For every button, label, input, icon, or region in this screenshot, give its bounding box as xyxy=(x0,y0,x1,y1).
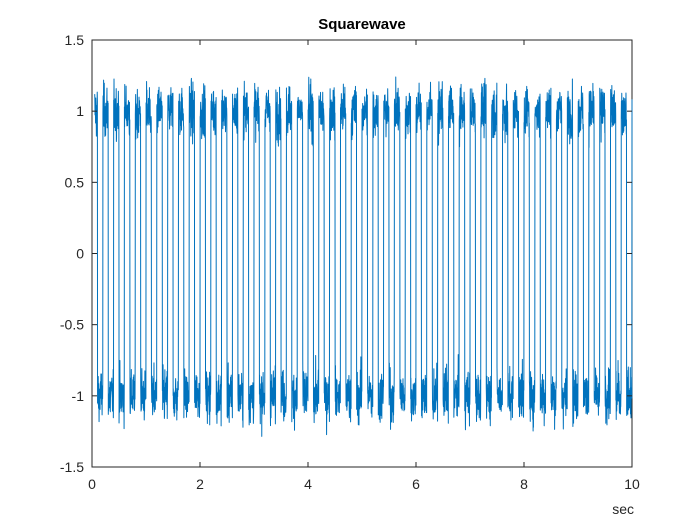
x-tick-label: 6 xyxy=(412,476,420,492)
x-axis-ticks: 0 2 4 6 8 10 xyxy=(88,40,640,492)
y-tick-label: 0 xyxy=(76,246,84,262)
y-tick-label: 0.5 xyxy=(65,174,85,190)
x-tick-label: 4 xyxy=(304,476,312,492)
y-axis-ticks: -1.5 -1 -0.5 0 0.5 1 1.5 xyxy=(60,32,632,475)
y-tick-label: -1.5 xyxy=(60,459,84,475)
y-tick-label: -0.5 xyxy=(60,317,84,333)
chart-title: Squarewave xyxy=(318,16,406,33)
series-group xyxy=(94,76,633,437)
series-line xyxy=(94,76,633,437)
x-tick-label: 2 xyxy=(196,476,204,492)
x-tick-label: 10 xyxy=(624,476,640,492)
y-tick-label: -1 xyxy=(72,388,85,404)
y-tick-label: 1.5 xyxy=(65,32,85,48)
x-tick-label: 8 xyxy=(520,476,528,492)
y-tick-label: 1 xyxy=(76,103,84,119)
x-axis-label: sec xyxy=(612,501,634,517)
x-tick-label: 0 xyxy=(88,476,96,492)
